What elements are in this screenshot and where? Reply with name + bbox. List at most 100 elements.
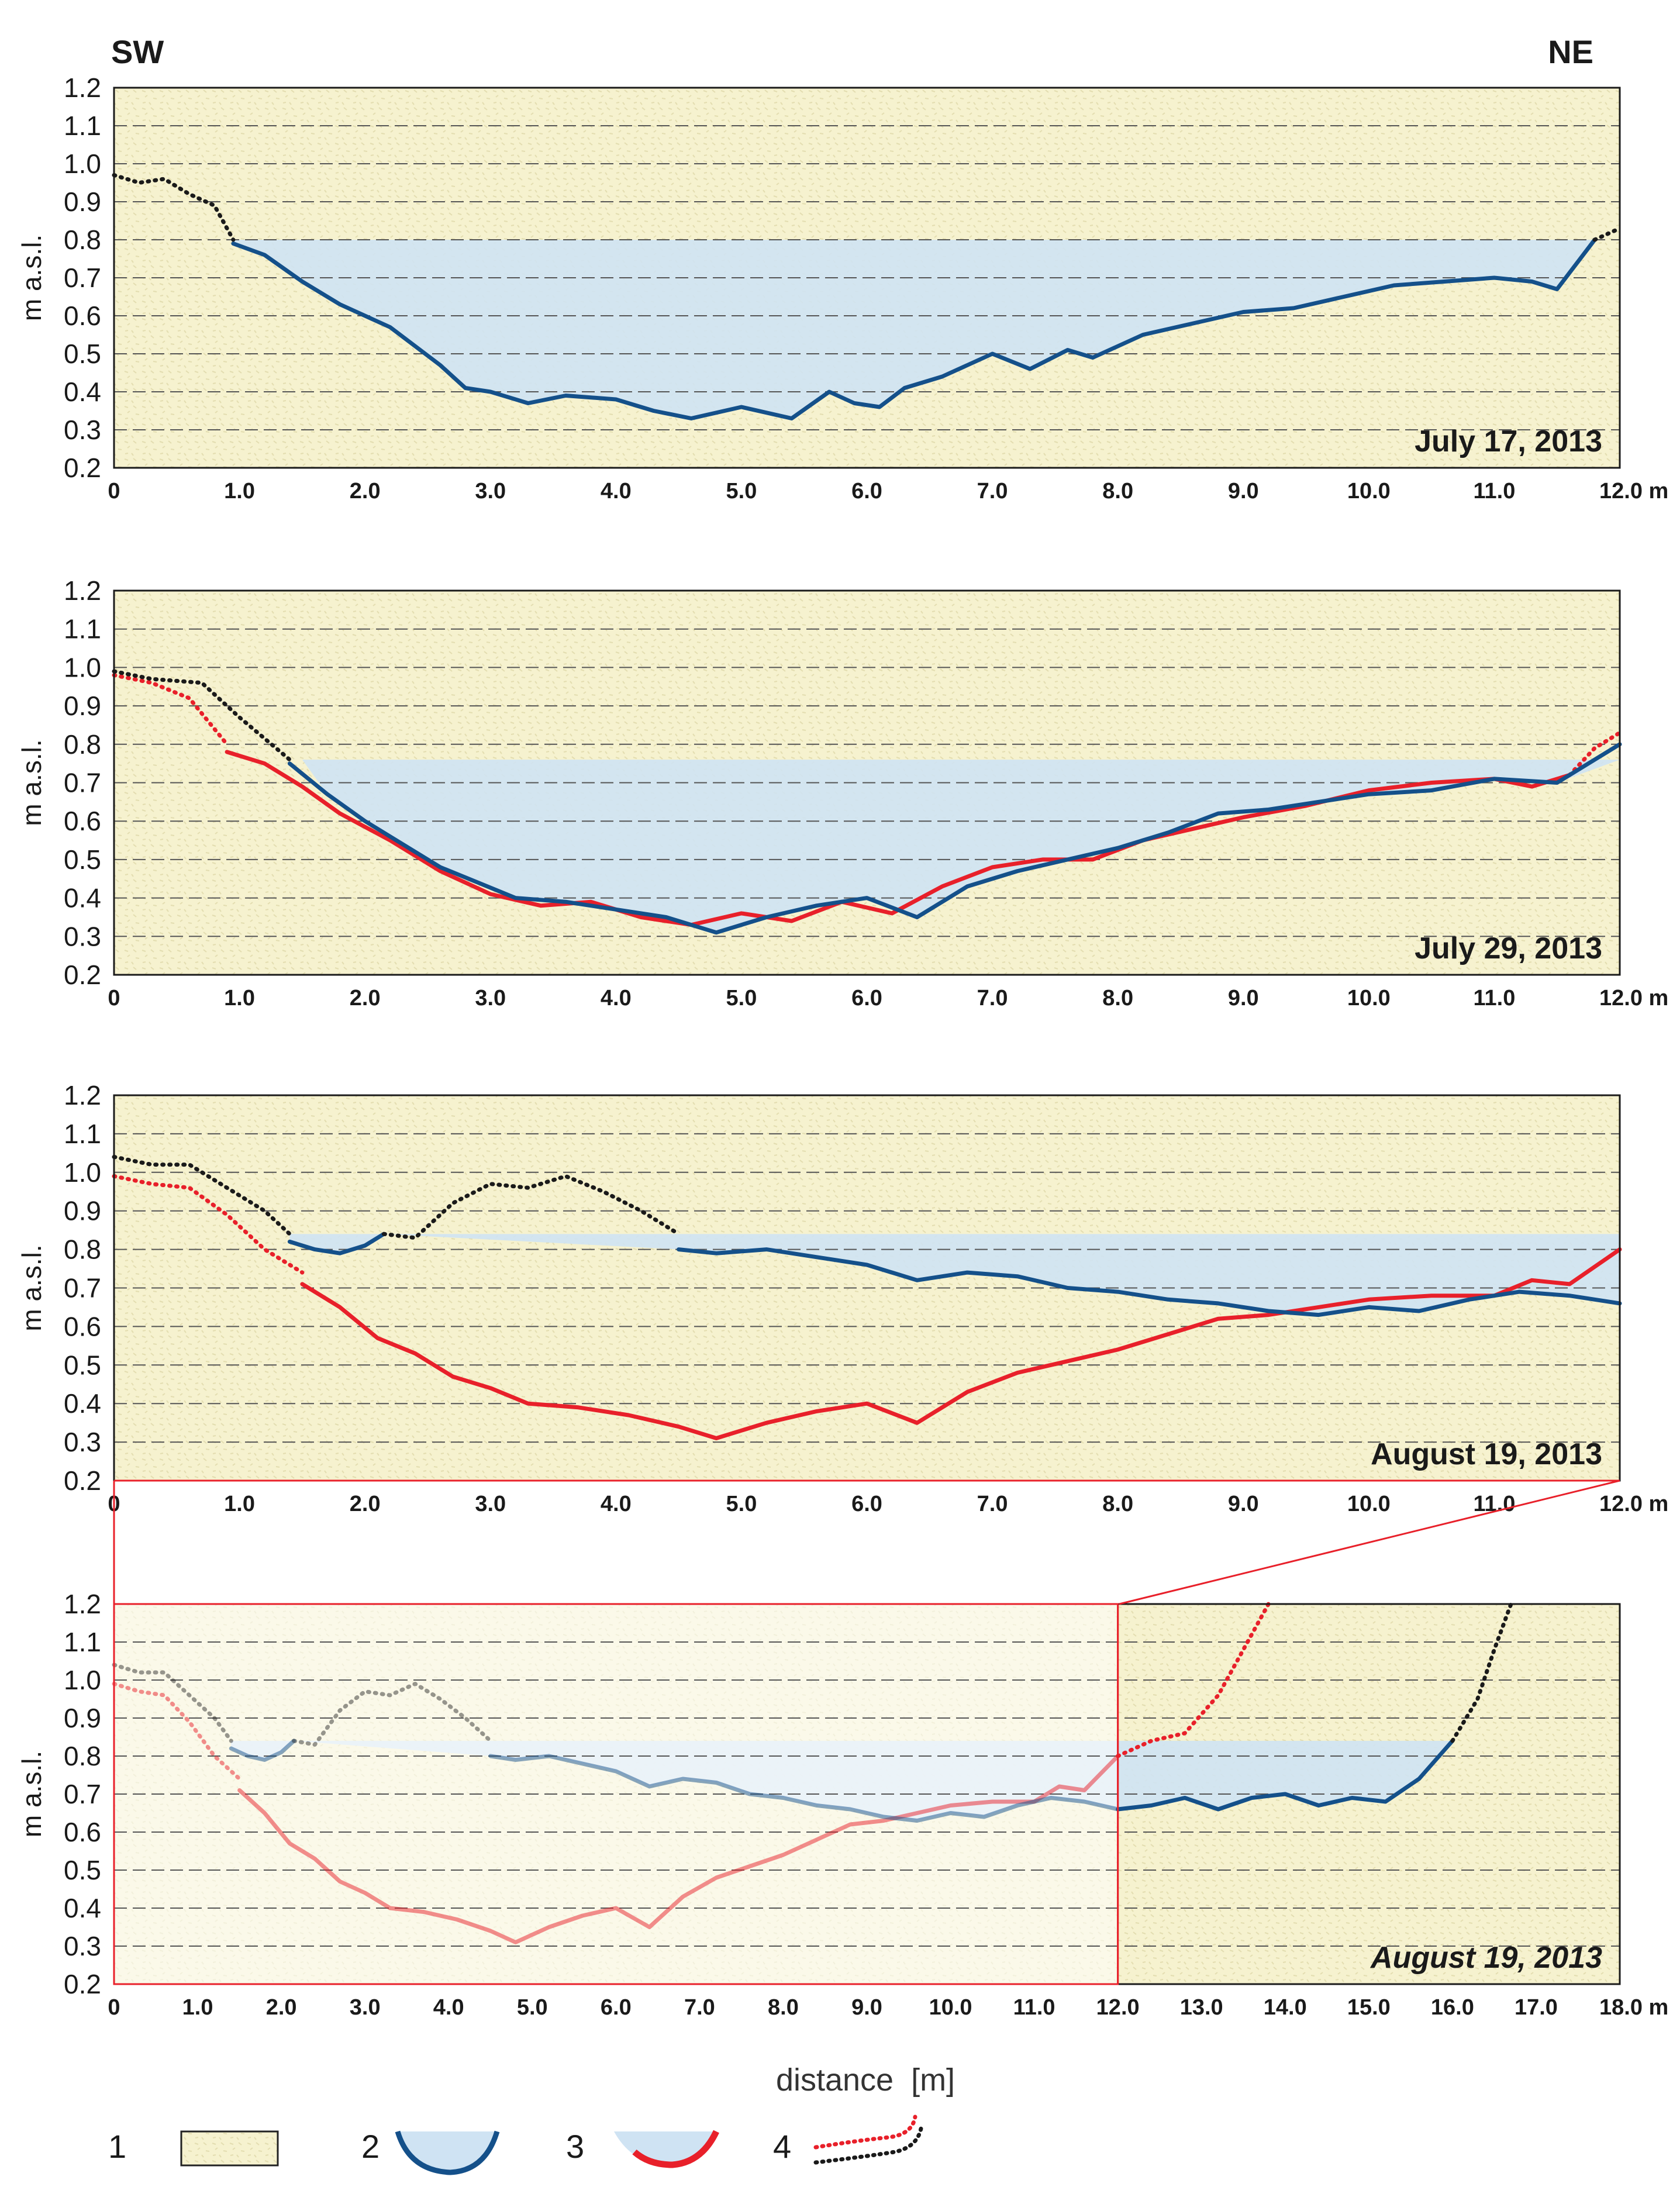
x-tick-label: 17.0: [1515, 1995, 1558, 2020]
x-tick-label: 9.0: [851, 1995, 882, 2020]
x-tick-label: 1.0: [182, 1995, 213, 2020]
x-tick-label: 2.0: [350, 986, 381, 1010]
series-line-dotted-red-faded: [112, 1682, 242, 1781]
series-line-blue: [287, 742, 1622, 935]
x-tick-label: 12.0 m: [1599, 986, 1668, 1010]
dotted-red-line-icon: [813, 2115, 917, 2150]
y-tick-label: 0.9: [64, 1196, 101, 1226]
y-tick-label: 0.9: [64, 691, 101, 721]
zoom-line-right: [1119, 1479, 1620, 1605]
series-line-dotted-black-faded: [112, 1662, 233, 1743]
series-line-blue: [231, 237, 1597, 420]
legend-num-3: 3: [566, 2128, 584, 2165]
x-tick-label: 6.0: [851, 479, 882, 503]
x-tick-label: 5.0: [726, 479, 757, 503]
y-tick-label: 0.3: [64, 1931, 101, 1961]
x-tick-label: 6.0: [601, 1995, 632, 2020]
x-tick-label: 4.0: [601, 986, 632, 1010]
x-tick-label: 7.0: [977, 479, 1008, 503]
series-line-dotted-red: [112, 673, 229, 747]
x-tick-label: 3.0: [350, 1995, 381, 2020]
ground-swatch-icon: [180, 2130, 279, 2167]
water-body: [233, 240, 1595, 419]
y-tick-label: 1.0: [64, 1665, 101, 1695]
y-tick-label: 0.3: [64, 415, 101, 445]
series-line-dotted-red: [1116, 1602, 1271, 1758]
legend-num-1: 1: [108, 2128, 126, 2165]
y-tick-label: 0.8: [64, 729, 101, 760]
zoom-frame: [113, 1603, 1119, 1985]
y-tick-label: 0.4: [64, 883, 101, 913]
series-line-dotted-black: [112, 173, 236, 242]
y-tick-label: 0.7: [64, 1779, 101, 1809]
x-axis-label: distance [m]: [776, 2062, 955, 2098]
x-tick-label: 18.0 m: [1599, 1995, 1668, 2020]
x-tick-label: 7.0: [684, 1995, 715, 2020]
red-channel-profile-icon: [614, 2131, 716, 2165]
series-line-dotted-black-faded: [292, 1682, 493, 1747]
y-tick-label: 0.5: [64, 844, 101, 875]
x-tick-label: 0: [108, 1995, 120, 2020]
x-tick-label: 2.0: [350, 479, 381, 503]
y-tick-label: 1.1: [64, 614, 101, 644]
x-tick-label: 12.0: [1096, 1995, 1140, 2020]
y-tick-label: 0.9: [64, 187, 101, 217]
y-tick-label: 0.5: [64, 1350, 101, 1380]
blue-channel-profile-icon: [398, 2131, 497, 2172]
y-tick-label: 1.2: [64, 1589, 101, 1619]
x-tick-label: 8.0: [1102, 479, 1133, 503]
y-tick-label: 0.2: [64, 1465, 101, 1496]
y-axis-label: m a.s.l.: [16, 234, 47, 321]
x-tick-label: 3.0: [475, 1492, 506, 1516]
y-tick-label: 0.7: [64, 768, 101, 798]
y-tick-label: 0.9: [64, 1703, 101, 1733]
x-tick-label: 9.0: [1228, 1492, 1259, 1516]
x-tick-label: 1.0: [224, 986, 255, 1010]
y-tick-label: 0.5: [64, 1855, 101, 1885]
y-tick-label: 0.2: [64, 1969, 101, 1999]
y-tick-label: 1.2: [64, 1080, 101, 1110]
faded-overlay: [114, 1604, 1118, 1984]
x-tick-label: 12.0 m: [1599, 479, 1668, 503]
panel-date-label: July 29, 2013: [1415, 932, 1602, 965]
ne-label: NE: [1548, 33, 1593, 70]
x-tick-label: 11.0: [1473, 479, 1515, 503]
y-axis-label: m a.s.l.: [16, 739, 47, 826]
y-axis-label: m a.s.l.: [16, 1751, 47, 1837]
x-tick-label: 2.0: [266, 1995, 297, 2020]
x-tick-label: 10.0: [1347, 986, 1391, 1010]
x-tick-label: 9.0: [1228, 986, 1259, 1010]
y-tick-label: 0.8: [64, 225, 101, 255]
x-tick-label: 7.0: [977, 986, 1008, 1010]
chart-panel-4: 0.2 0.3 0.4 0.5 0.6 0.7 0.8 0.9 1.0 1.1 1.2 0 1.0 2.0…: [16, 1589, 1668, 2020]
y-tick-label: 0.4: [64, 1388, 101, 1419]
x-tick-label: 16.0: [1431, 1995, 1474, 2020]
x-tick-label: 13.0: [1180, 1995, 1223, 2020]
legend-num-2: 2: [361, 2128, 380, 2165]
y-tick-label: 0.6: [64, 1311, 101, 1341]
y-tick-label: 0.8: [64, 1234, 101, 1265]
x-tick-label: 5.0: [517, 1995, 548, 2020]
charts-layer: 0.2 0.3 0.4 0.5 0.6 0.7 0.8 0.9 1.0 1.1 1.2 0 1.0 2.0…: [16, 73, 1668, 2020]
x-tick-label: 8.0: [1102, 1492, 1133, 1516]
dotted-black-line-icon: [813, 2126, 923, 2165]
x-tick-label: 5.0: [726, 1492, 757, 1516]
chart-panel-2: 0.2 0.3 0.4 0.5 0.6 0.7 0.8 0.9 1.0 1.1 1.2 0 1.0 2.0…: [16, 575, 1668, 1010]
blue-channel-profile-line: [395, 2130, 500, 2175]
series-line-dotted-black: [1450, 1602, 1513, 1743]
x-tick-label: 4.0: [601, 1492, 632, 1516]
y-tick-label: 0.3: [64, 1427, 101, 1457]
x-tick-label: 11.0: [1013, 1995, 1055, 2020]
y-tick-label: 1.2: [64, 73, 101, 103]
chart-panel-3: 0.20.30.40.50.60.70.80.91.01.11.201.02.0…: [16, 1080, 1668, 1516]
x-tick-label: 7.0: [977, 1492, 1008, 1516]
plot-frame: [113, 87, 1621, 469]
series-line-blue-faded: [488, 1754, 1120, 1823]
y-tick-label: 0.7: [64, 1273, 101, 1303]
series-line-blue-faded: [229, 1739, 296, 1762]
x-tick-label: 6.0: [851, 1492, 882, 1516]
y-tick-label: 1.0: [64, 1157, 101, 1188]
x-tick-label: 1.0: [224, 1492, 255, 1516]
x-tick-label: 9.0: [1228, 479, 1259, 503]
